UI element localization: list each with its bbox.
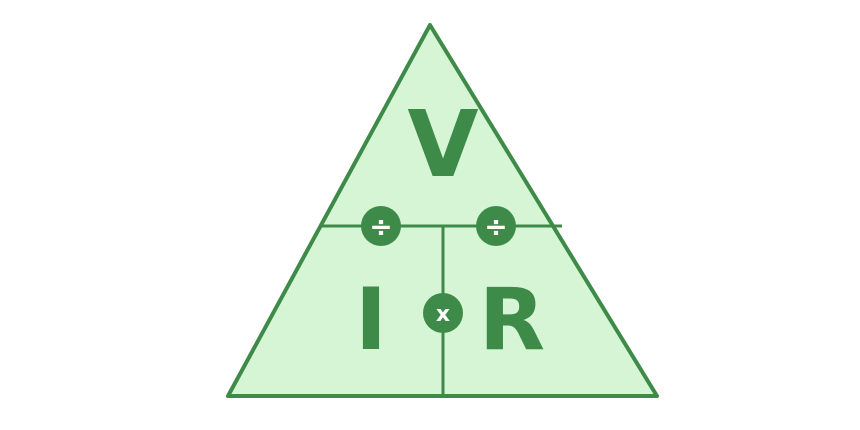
right-divide-symbol: ÷ bbox=[484, 210, 507, 243]
multiply-circle bbox=[423, 293, 463, 333]
multiply-operator: x bbox=[423, 293, 463, 333]
resistance-letter: R bbox=[479, 270, 545, 370]
left-divide-symbol: ÷ bbox=[369, 210, 392, 243]
multiply-symbol: x bbox=[436, 302, 450, 327]
voltage-letter: V bbox=[407, 91, 478, 198]
right-divide-operator: ÷ bbox=[476, 206, 516, 246]
left-divide-circle bbox=[361, 206, 401, 246]
current-letter: I bbox=[355, 270, 387, 370]
right-divide-circle bbox=[476, 206, 516, 246]
left-divide-operator: ÷ bbox=[361, 206, 401, 246]
